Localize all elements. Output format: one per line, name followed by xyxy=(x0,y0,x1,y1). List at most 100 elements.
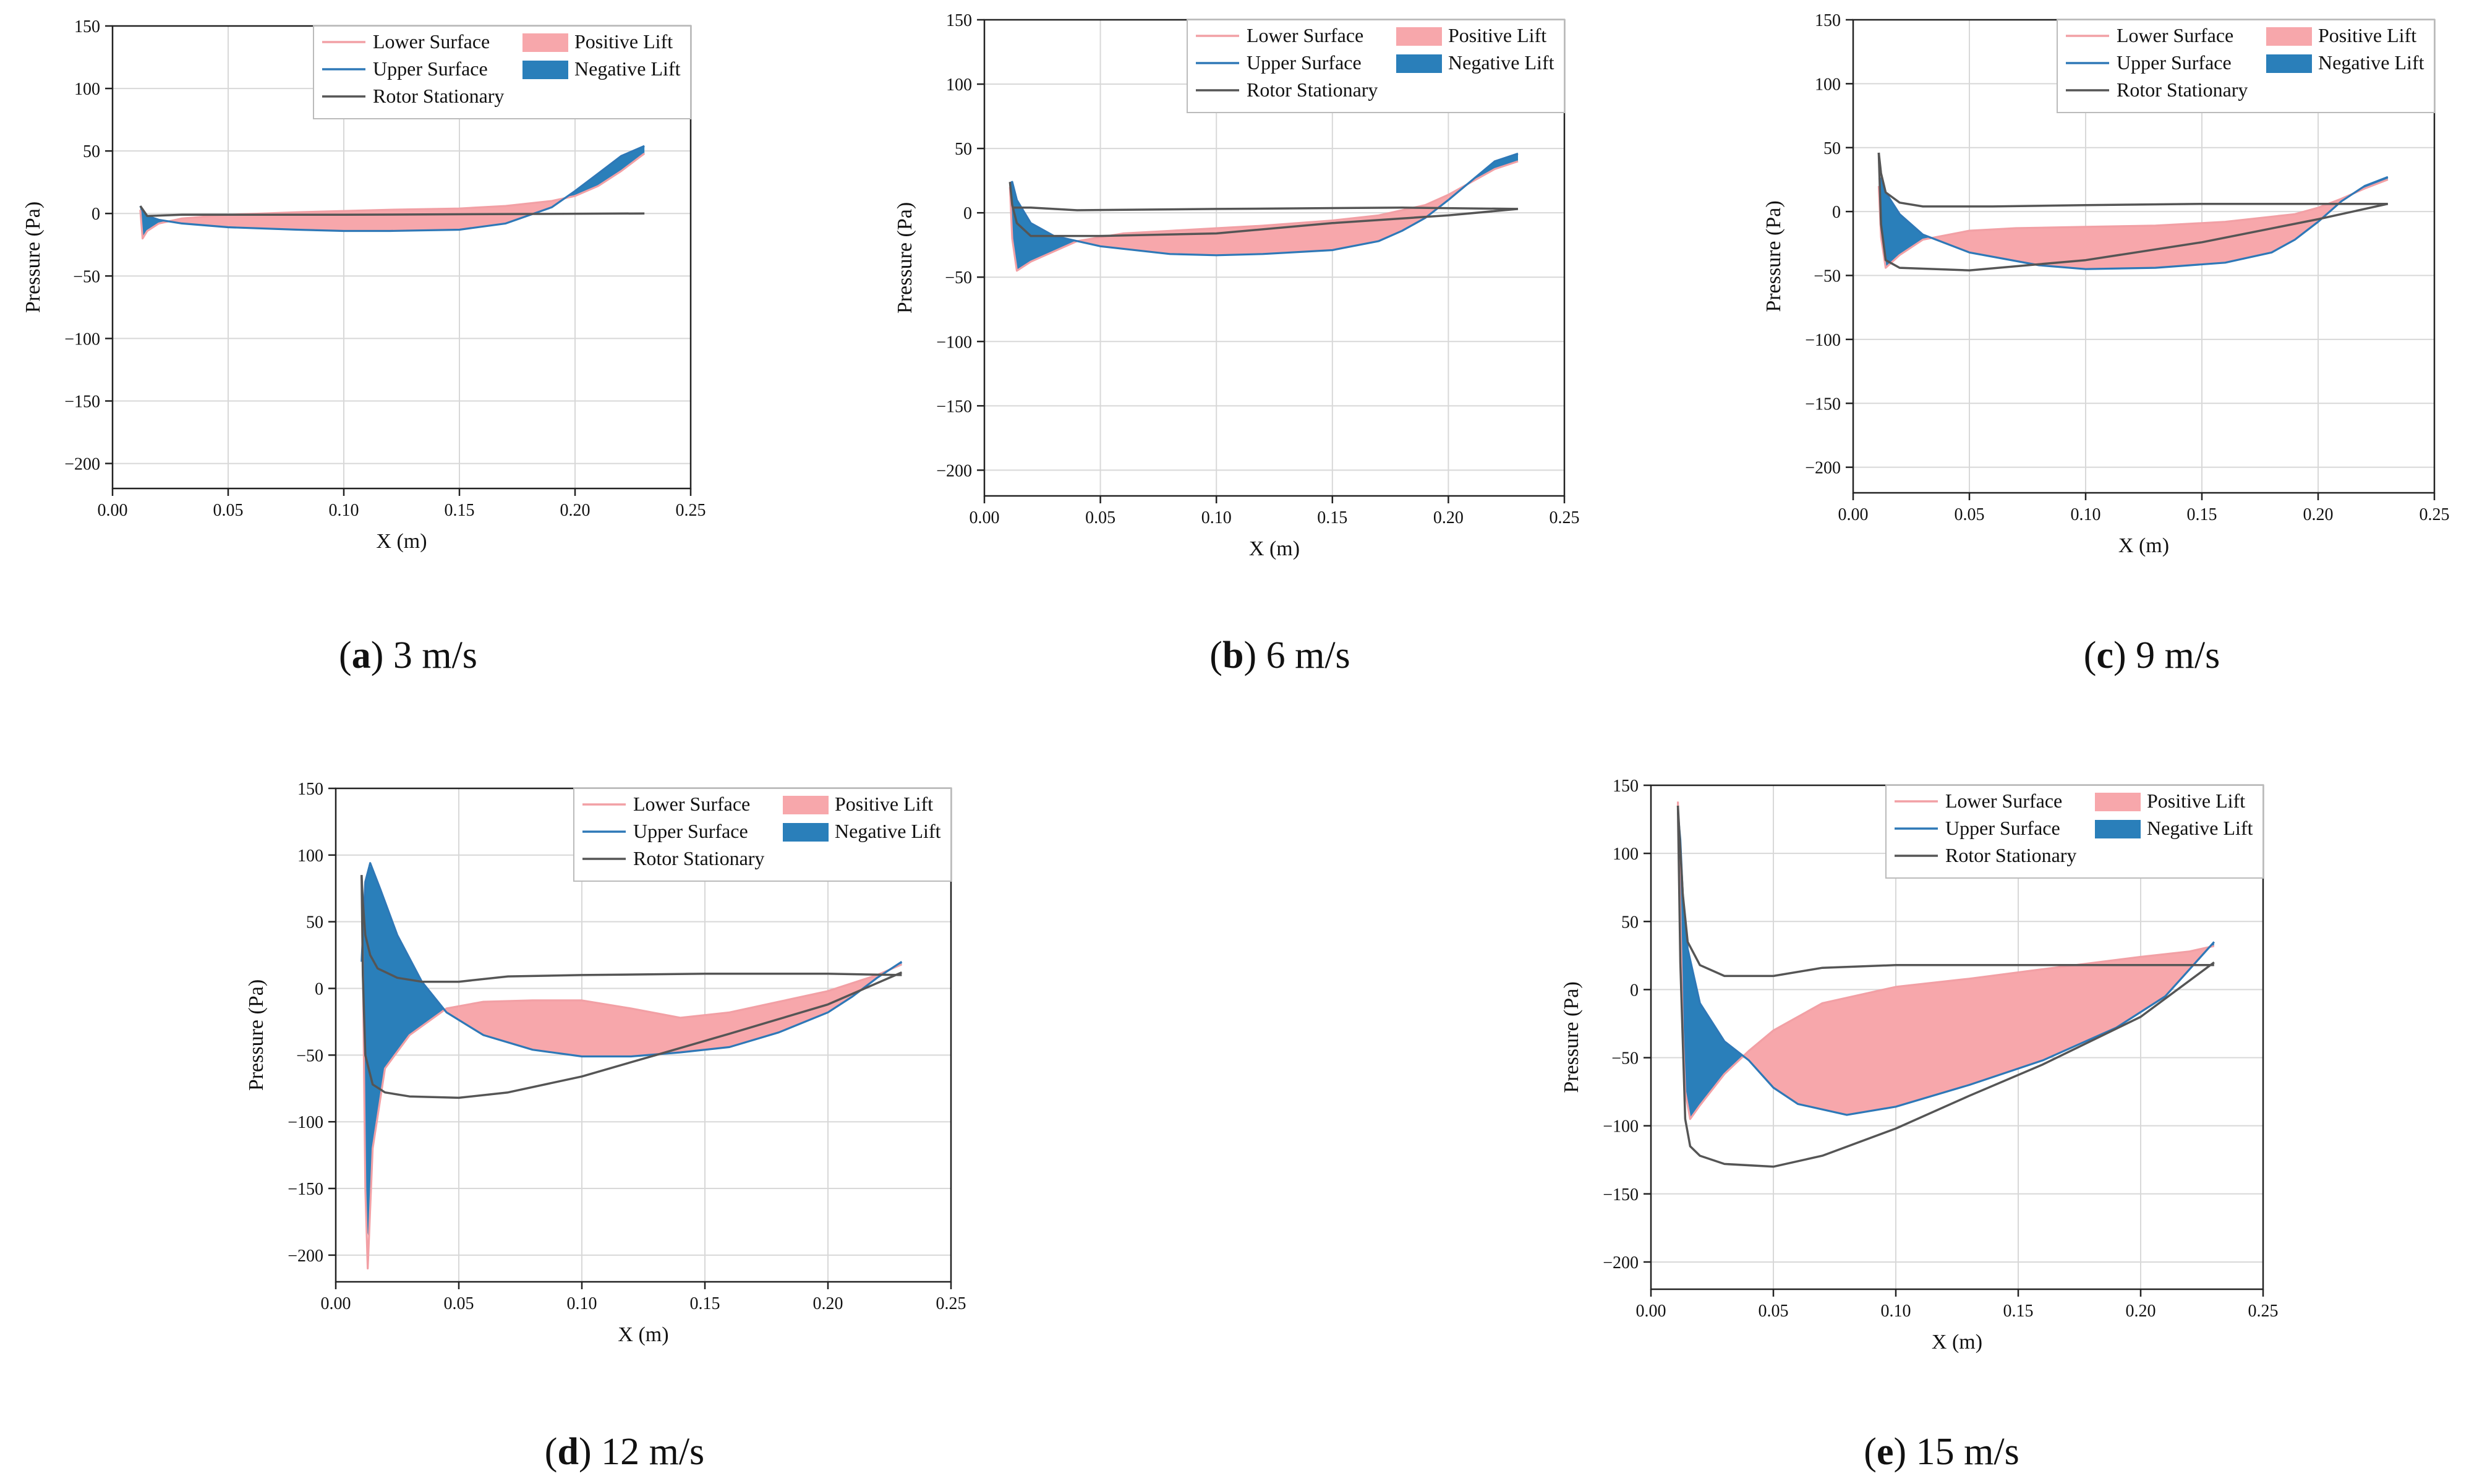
y-tick-label: −150 xyxy=(288,1180,323,1199)
x-tick-label: 0.05 xyxy=(1085,508,1115,527)
legend: Lower Surface Upper Surface Rotor Stationa… xyxy=(573,788,952,882)
upper-surface-line xyxy=(1009,152,1519,257)
legend-box xyxy=(573,788,952,882)
y-tick-label: −50 xyxy=(73,267,100,286)
y-tick-label: 150 xyxy=(297,780,323,799)
legend: Lower Surface Upper Surface Rotor Stationa… xyxy=(1187,19,1565,113)
legend-swatch-negative-lift xyxy=(783,823,829,842)
legend-label: Upper Surface xyxy=(633,820,748,842)
legend-label: Positive Lift xyxy=(2147,790,2245,812)
x-tick-label: 0.05 xyxy=(1759,1302,1789,1321)
legend-swatch-positive-lift xyxy=(2095,793,2141,811)
y-tick-label: 100 xyxy=(1815,75,1841,94)
y-tick-label: 50 xyxy=(1621,913,1639,932)
x-tick-label: 0.15 xyxy=(690,1294,720,1313)
x-tick-label: 0.05 xyxy=(213,501,244,520)
legend-swatch-positive-lift xyxy=(1396,27,1442,46)
caption-speed: 6 m/s xyxy=(1256,634,1350,676)
x-tick-label: 0.25 xyxy=(1550,508,1580,527)
legend-label: Negative Lift xyxy=(2147,817,2253,839)
y-tick-label: −100 xyxy=(1603,1117,1639,1136)
y-tick-label: 100 xyxy=(946,75,972,95)
legend-swatch-negative-lift xyxy=(522,61,568,79)
y-tick-label: 100 xyxy=(1613,845,1639,864)
caption-close-paren: ) xyxy=(1893,1431,1906,1473)
x-tick-label: 0.15 xyxy=(445,501,475,520)
negative-lift-region xyxy=(1878,178,1932,268)
lower-surface-line xyxy=(1008,160,1519,272)
x-tick-label: 0.25 xyxy=(676,501,706,520)
legend-label: Negative Lift xyxy=(574,58,681,80)
x-tick-label: 0.10 xyxy=(1881,1302,1911,1321)
rotor-stationary-line xyxy=(1676,805,2214,978)
x-tick-label: 0.10 xyxy=(2071,505,2101,524)
y-tick-label: 150 xyxy=(74,17,100,36)
y-axis-title: Pressure (Pa) xyxy=(1762,200,1785,312)
legend-label: Lower Surface xyxy=(1945,790,2062,812)
y-tick-label: −200 xyxy=(64,455,100,474)
legend-label: Lower Surface xyxy=(2117,24,2233,46)
negative-lift-region xyxy=(362,866,445,1239)
rotor-stationary-line xyxy=(360,875,903,1099)
caption-open-paren: ( xyxy=(1864,1431,1877,1473)
y-tick-label: 0 xyxy=(1630,981,1639,1000)
y-tick-label: 100 xyxy=(297,846,323,866)
x-tick-label: 0.10 xyxy=(329,501,359,520)
lower-surface-line xyxy=(360,875,903,1269)
legend-label: Rotor Stationary xyxy=(633,847,764,869)
legend-label: Lower Surface xyxy=(633,793,750,815)
upper-surface-line xyxy=(139,145,645,232)
subfigure-caption-b: (b) 6 m/s xyxy=(1209,634,1350,676)
y-tick-label: −50 xyxy=(296,1046,323,1065)
y-tick-label: 150 xyxy=(1815,11,1841,30)
subfigure-caption-e: (e) 15 m/s xyxy=(1864,1431,2019,1473)
legend-label: Lower Surface xyxy=(1247,24,1363,46)
y-tick-label: 50 xyxy=(1823,139,1841,158)
legend-swatch-positive-lift xyxy=(2266,27,2312,46)
x-tick-label: 0.20 xyxy=(560,501,591,520)
caption-letter: a xyxy=(352,634,371,676)
y-tick-label: −100 xyxy=(936,333,972,352)
y-tick-label: −200 xyxy=(936,461,972,480)
legend-label: Upper Surface xyxy=(2117,51,2232,74)
upper-surface-line xyxy=(360,862,903,1058)
rotor-stationary-line xyxy=(1008,182,1519,237)
legend-label: Positive Lift xyxy=(574,30,673,53)
x-tick-label: 0.25 xyxy=(2248,1302,2279,1321)
lower-surface-line xyxy=(139,152,646,240)
y-tick-label: 100 xyxy=(74,80,100,99)
negative-lift-region xyxy=(1678,816,1744,1119)
x-tick-label: 0.10 xyxy=(1201,508,1232,527)
legend-label: Negative Lift xyxy=(1448,51,1554,74)
x-tick-label: 0.15 xyxy=(2003,1302,2034,1321)
x-tick-label: 0.05 xyxy=(1955,505,1985,524)
x-axis-title: X (m) xyxy=(1932,1331,1982,1354)
x-tick-label: 0.00 xyxy=(98,501,128,520)
y-tick-label: 50 xyxy=(955,140,972,159)
rotor-stationary-line xyxy=(1877,152,2388,208)
caption-letter: c xyxy=(2096,634,2113,676)
caption-letter: d xyxy=(557,1431,578,1473)
rotor-stationary-line xyxy=(1012,207,1519,211)
y-axis-title: Pressure (Pa) xyxy=(22,202,45,313)
subfigure-caption-c: (c) 9 m/s xyxy=(2084,634,2220,676)
legend-label: Upper Surface xyxy=(1945,817,2060,839)
y-tick-label: 50 xyxy=(83,142,100,161)
legend-label: Rotor Stationary xyxy=(1247,79,1378,101)
y-tick-label: −150 xyxy=(1805,394,1841,414)
y-tick-label: −150 xyxy=(64,392,100,411)
subfigure-caption-d: (d) 12 m/s xyxy=(545,1431,704,1473)
caption-close-paren: ) xyxy=(1243,634,1256,676)
legend-label: Positive Lift xyxy=(2318,24,2416,46)
x-tick-label: 0.20 xyxy=(813,1294,843,1313)
chart-panel-c: 0.00 0.05 0.10 0.15 0.20 0.25 150 100 50 0 −50 −100… xyxy=(1762,11,2450,557)
y-axis-title: Pressure (Pa) xyxy=(893,202,916,313)
x-tick-label: 0.20 xyxy=(1433,508,1464,527)
y-tick-label: 0 xyxy=(963,204,972,223)
y-axis-title: Pressure (Pa) xyxy=(1560,981,1583,1093)
positive-lift-region xyxy=(1077,184,1467,255)
x-tick-label: 0.00 xyxy=(321,1294,351,1313)
caption-speed: 15 m/s xyxy=(1906,1431,2019,1473)
x-tick-label: 0.25 xyxy=(936,1294,966,1313)
